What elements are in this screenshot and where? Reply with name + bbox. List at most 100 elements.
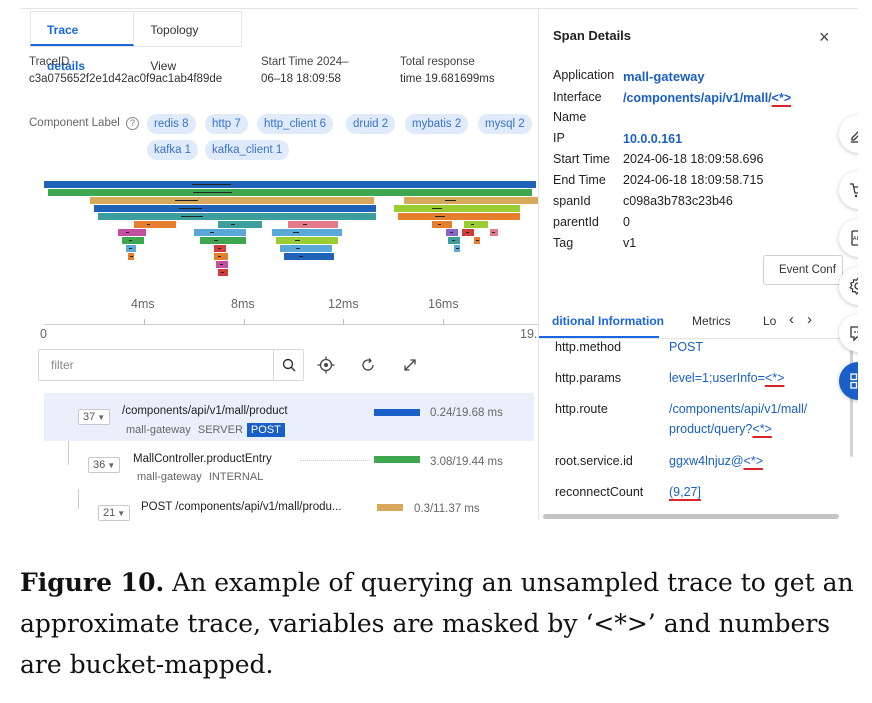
span-name: POST /components/api/v1/mall/produ... — [141, 501, 342, 513]
flame-self-time-mark — [129, 248, 132, 249]
flame-span-bar[interactable] — [134, 221, 176, 228]
tag-value: v1 — [623, 236, 637, 250]
flame-span-bar[interactable] — [218, 221, 262, 228]
event-config-button[interactable]: Event Conf — [763, 255, 843, 285]
flame-span-bar[interactable] — [218, 269, 228, 276]
chip-mybatis[interactable]: mybatis 2 — [405, 114, 469, 134]
refresh-icon[interactable] — [358, 355, 378, 375]
method-badge: POST — [246, 423, 285, 437]
flame-span-bar[interactable] — [118, 229, 146, 236]
chevron-right-icon[interactable]: › — [807, 311, 812, 328]
interface-value[interactable]: /components/api/v1/mall/<*> — [623, 91, 791, 105]
chip-kafka[interactable]: kafka 1 — [147, 140, 199, 160]
chip-http-client[interactable]: http_client 6 — [257, 114, 334, 134]
attr-value-reconnect: (9,27] — [669, 482, 701, 502]
horizontal-scrollbar[interactable] — [543, 514, 839, 519]
app-button[interactable]: APP — [839, 219, 858, 257]
flame-span-bar[interactable] — [194, 229, 246, 236]
chevron-down-icon: ▼ — [117, 509, 126, 518]
close-icon[interactable]: × — [819, 27, 830, 47]
attr-value-route: /components/api/v1/mall/product/query?<*… — [669, 399, 807, 439]
flame-span-bar[interactable] — [394, 205, 520, 212]
params-text: level=1;userInfo= — [669, 371, 765, 385]
edit-button[interactable] — [839, 115, 858, 153]
filter-input[interactable] — [39, 350, 269, 380]
flame-span-bar[interactable] — [214, 253, 228, 260]
chat-button[interactable] — [839, 314, 858, 352]
flame-span-bar[interactable] — [48, 189, 532, 196]
flame-span-bar[interactable] — [272, 229, 342, 236]
vertical-scrollbar[interactable] — [850, 345, 853, 457]
application-value: mall-gateway — [623, 69, 705, 84]
expand-icon[interactable] — [400, 355, 420, 375]
route-line-1: /components/api/v1/mall/ — [669, 402, 808, 416]
trace-viewer: Trace details Topology View TraceID c3a0… — [20, 8, 858, 521]
trace-start-label: Start Time 2024– — [261, 56, 349, 68]
flame-self-time-mark — [214, 240, 218, 241]
tree-row[interactable] — [44, 393, 534, 441]
flame-span-bar[interactable] — [122, 237, 144, 244]
cart-button[interactable] — [839, 171, 858, 209]
depth-selector[interactable]: 21 ▼ — [98, 505, 131, 521]
search-button[interactable] — [273, 350, 303, 380]
chevron-down-icon: ▼ — [107, 461, 116, 470]
flame-span-bar[interactable] — [128, 253, 134, 260]
depth-value: 36 — [93, 459, 106, 471]
flame-span-bar[interactable] — [276, 237, 338, 244]
span-service: mall-gateway SERVER POST — [126, 423, 285, 437]
flame-graph[interactable] — [44, 181, 544, 291]
chip-mysql[interactable]: mysql 2 — [478, 114, 532, 134]
flame-span-bar[interactable] — [126, 245, 136, 252]
flame-span-bar[interactable] — [448, 237, 460, 244]
flame-span-bar[interactable] — [90, 197, 374, 204]
flame-span-bar[interactable] — [94, 205, 376, 212]
flame-span-bar[interactable] — [398, 213, 520, 220]
view-tabs: Trace details Topology View — [30, 11, 242, 73]
flame-span-bar[interactable] — [404, 197, 540, 204]
flame-span-bar[interactable] — [280, 245, 332, 252]
chip-redis[interactable]: redis 8 — [147, 114, 196, 134]
caption-text: An example of querying an unsampled trac… — [20, 568, 854, 679]
figure-label: Figure 10. — [20, 568, 165, 597]
flame-span-bar[interactable] — [462, 229, 474, 236]
row-leader — [300, 460, 370, 461]
start-time-label: Start Time — [553, 152, 610, 166]
axis-start-label: 0 — [40, 327, 47, 341]
flame-span-bar[interactable] — [464, 221, 488, 228]
chip-http[interactable]: http 7 — [205, 114, 248, 134]
flame-span-bar[interactable] — [200, 237, 246, 244]
trace-id-label: TraceID — [29, 56, 70, 68]
flame-span-bar[interactable] — [454, 245, 460, 252]
tab-topology-view[interactable]: Topology View — [134, 11, 242, 73]
flame-span-bar[interactable] — [44, 181, 536, 188]
flame-self-time-mark — [130, 256, 133, 257]
flame-span-bar[interactable] — [446, 229, 458, 236]
tab-logs[interactable]: Lo — [763, 314, 777, 328]
flame-span-bar[interactable] — [490, 229, 498, 236]
flame-span-bar[interactable] — [214, 245, 226, 252]
help-icon[interactable]: ? — [126, 117, 139, 130]
flame-span-bar[interactable] — [284, 253, 334, 260]
flame-span-bar[interactable] — [288, 221, 338, 228]
widgets-button[interactable] — [839, 362, 858, 400]
tab-additional-information[interactable]: ditional Information — [552, 314, 664, 328]
flame-span-bar[interactable] — [216, 261, 228, 268]
tab-trace-details[interactable]: Trace details — [30, 11, 135, 73]
depth-selector[interactable]: 37 ▼ — [78, 409, 111, 425]
chip-kafka-client[interactable]: kafka_client 1 — [205, 140, 290, 160]
locate-icon[interactable] — [316, 355, 336, 375]
time-axis — [44, 324, 540, 325]
flame-span-bar[interactable] — [98, 213, 376, 220]
ip-label: IP — [553, 131, 565, 145]
settings-button[interactable] — [839, 267, 858, 305]
chip-druid[interactable]: druid 2 — [346, 114, 396, 134]
masked-variable: <*> — [752, 422, 772, 436]
flame-self-time-mark — [471, 224, 474, 225]
flame-span-bar[interactable] — [432, 221, 452, 228]
tab-metrics[interactable]: Metrics — [692, 314, 731, 328]
depth-selector[interactable]: 36 ▼ — [88, 457, 121, 473]
flame-span-bar[interactable] — [474, 237, 480, 244]
flame-self-time-mark — [129, 240, 132, 241]
axis-mark — [244, 319, 245, 325]
chevron-left-icon[interactable]: ‹ — [789, 311, 794, 328]
